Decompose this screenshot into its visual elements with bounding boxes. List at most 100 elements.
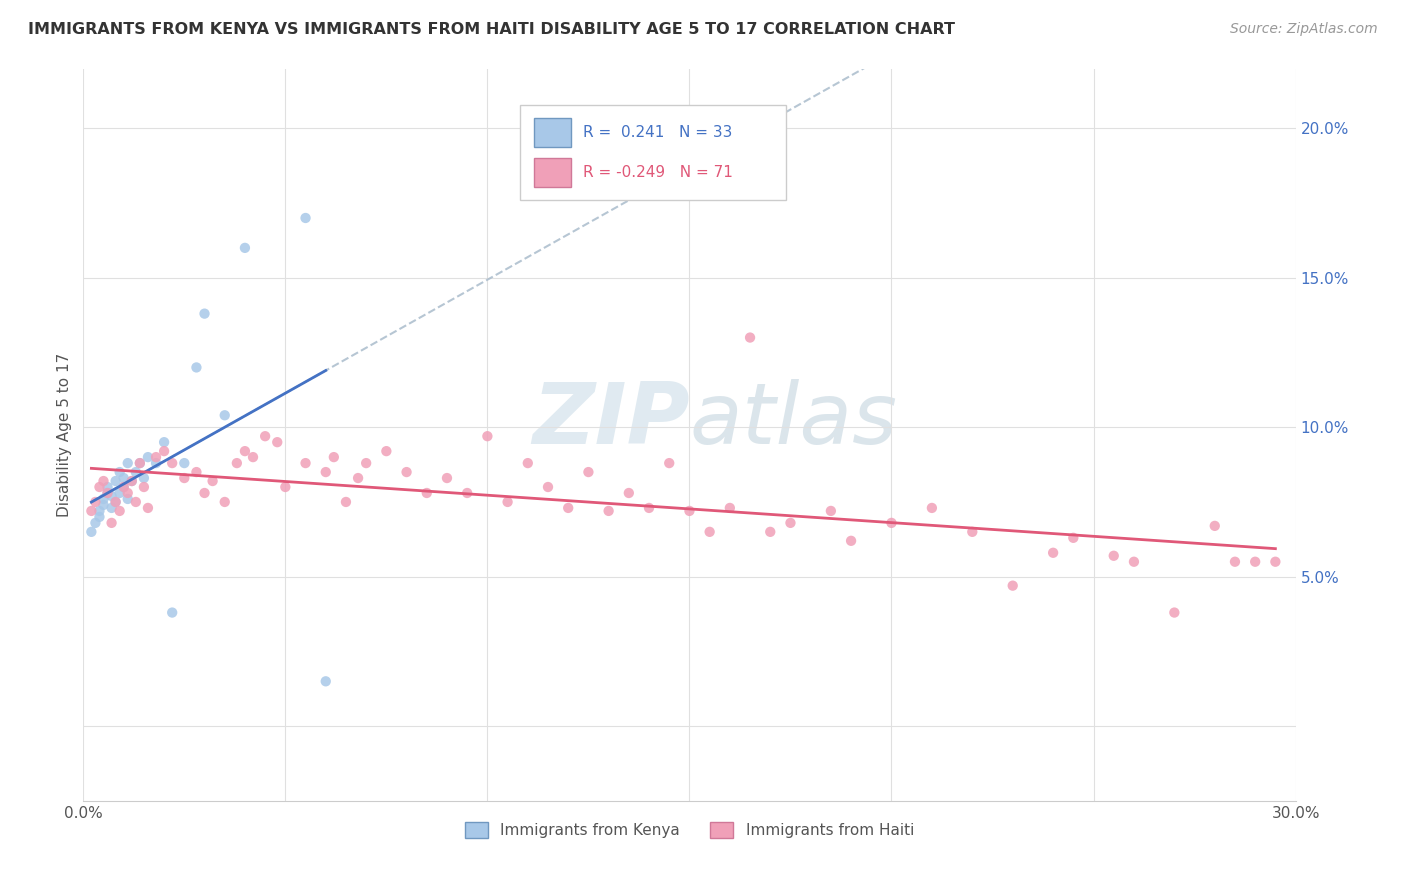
Point	[436, 471, 458, 485]
Point	[1223, 555, 1246, 569]
Point	[779, 516, 801, 530]
Point	[294, 211, 316, 225]
Point	[1123, 555, 1146, 569]
Point	[89, 509, 111, 524]
Point	[153, 444, 176, 458]
Bar	[534, 158, 571, 187]
Point	[699, 524, 721, 539]
Point	[153, 435, 176, 450]
Point	[125, 465, 148, 479]
Point	[718, 500, 741, 515]
Point	[93, 491, 115, 506]
Point	[335, 495, 357, 509]
Point	[1204, 519, 1226, 533]
Point	[96, 480, 118, 494]
Point	[132, 480, 155, 494]
Point	[738, 330, 761, 344]
Y-axis label: Disability Age 5 to 17: Disability Age 5 to 17	[58, 352, 72, 516]
Point	[93, 474, 115, 488]
Point	[315, 674, 337, 689]
Point	[921, 500, 943, 515]
Point	[108, 504, 131, 518]
Point	[242, 450, 264, 464]
Point	[516, 456, 538, 470]
Point	[347, 471, 370, 485]
Point	[225, 456, 247, 470]
Point	[125, 495, 148, 509]
Point	[322, 450, 344, 464]
Point	[598, 504, 620, 518]
Point	[117, 456, 139, 470]
Point	[375, 444, 398, 458]
Point	[132, 471, 155, 485]
Point	[128, 456, 150, 470]
Point	[84, 516, 107, 530]
Point	[117, 491, 139, 506]
Point	[186, 465, 208, 479]
Point	[537, 480, 560, 494]
Point	[104, 474, 127, 488]
Point	[233, 241, 256, 255]
Point	[274, 480, 297, 494]
Point	[117, 486, 139, 500]
Point	[759, 524, 782, 539]
Point	[294, 456, 316, 470]
Point	[100, 516, 122, 530]
Point	[880, 516, 903, 530]
Bar	[520, 105, 786, 201]
Point	[477, 429, 499, 443]
Point	[1042, 546, 1064, 560]
Point	[128, 456, 150, 470]
Point	[638, 500, 661, 515]
Point	[100, 489, 122, 503]
Point	[456, 486, 478, 500]
Point	[1244, 555, 1267, 569]
Point	[104, 495, 127, 509]
Point	[112, 480, 135, 494]
Point	[266, 435, 288, 450]
Point	[233, 444, 256, 458]
Point	[108, 486, 131, 500]
Point	[254, 429, 277, 443]
Point	[214, 409, 236, 423]
Point	[354, 456, 377, 470]
Point	[112, 471, 135, 485]
Legend: Immigrants from Kenya, Immigrants from Haiti: Immigrants from Kenya, Immigrants from H…	[458, 816, 920, 845]
Point	[160, 606, 183, 620]
Point	[89, 504, 111, 518]
Point	[145, 456, 167, 470]
Point	[121, 474, 143, 488]
Point	[96, 486, 118, 500]
Point	[173, 471, 195, 485]
Point	[112, 480, 135, 494]
Point	[193, 486, 215, 500]
Point	[89, 480, 111, 494]
Point	[108, 465, 131, 479]
Bar	[534, 118, 571, 147]
Point	[962, 524, 984, 539]
Point	[395, 465, 418, 479]
Point	[80, 504, 103, 518]
Point	[1062, 531, 1084, 545]
Point	[121, 474, 143, 488]
Point	[557, 500, 579, 515]
Point	[104, 495, 127, 509]
Text: IMMIGRANTS FROM KENYA VS IMMIGRANTS FROM HAITI DISABILITY AGE 5 TO 17 CORRELATIO: IMMIGRANTS FROM KENYA VS IMMIGRANTS FROM…	[28, 22, 955, 37]
Point	[1001, 579, 1024, 593]
Point	[839, 533, 862, 548]
Point	[96, 486, 118, 500]
Point	[173, 456, 195, 470]
Point	[136, 500, 159, 515]
Point	[1163, 606, 1185, 620]
Point	[820, 504, 842, 518]
Point	[145, 450, 167, 464]
Point	[93, 498, 115, 512]
Point	[136, 450, 159, 464]
Point	[160, 456, 183, 470]
Text: ZIP: ZIP	[531, 378, 689, 461]
Text: atlas: atlas	[689, 378, 897, 461]
Point	[658, 456, 681, 470]
Point	[315, 465, 337, 479]
Point	[1264, 555, 1286, 569]
Text: R = -0.249   N = 71: R = -0.249 N = 71	[582, 165, 733, 180]
